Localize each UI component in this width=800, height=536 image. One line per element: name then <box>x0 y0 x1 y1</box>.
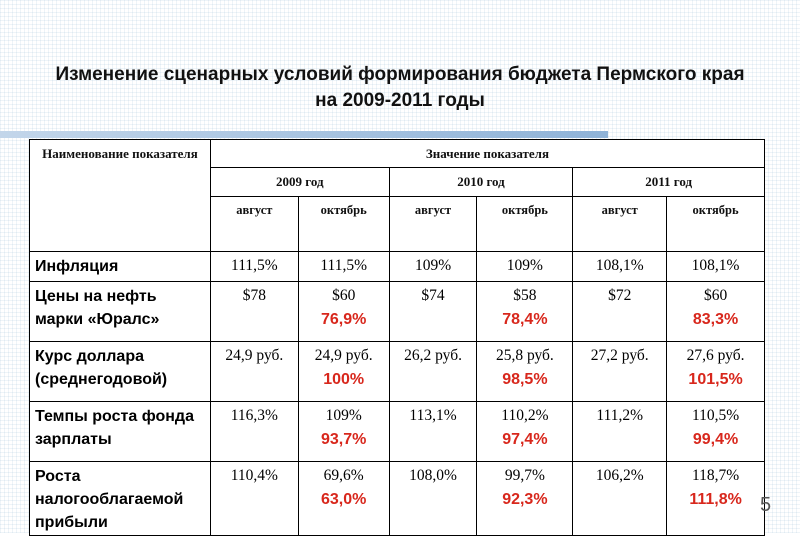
value-text: 109% <box>325 407 362 424</box>
value-text: 24,9 руб. <box>314 347 373 364</box>
value-cell: $78 <box>209 281 299 342</box>
value-cell: 109% 93,7% <box>297 401 390 462</box>
value-text: 113,1% <box>409 407 457 424</box>
table-row: Роста налогооблагаемой прибыли 110,4% 69… <box>29 461 765 536</box>
ratio-percent: 98,5% <box>502 371 548 388</box>
value-text: 27,6 руб. <box>686 347 745 364</box>
value-text: 26,2 руб. <box>404 347 462 364</box>
ratio-percent: 100% <box>323 371 365 388</box>
row-name: Темпы роста фонда зарплаты <box>29 401 211 462</box>
table-row: Курс доллара (среднегодовой) 24,9 руб. 2… <box>29 341 765 402</box>
value-cell: $72 <box>572 281 668 342</box>
value-text: 108,1% <box>595 257 644 274</box>
slide-number: 5 <box>760 494 772 516</box>
value-cell: 109% <box>476 251 574 282</box>
row-name: Инфляция <box>29 251 211 282</box>
value-text: 109% <box>414 257 452 274</box>
value-cell: 111,5% <box>297 251 390 282</box>
value-cell: 111,2% <box>572 401 668 462</box>
value-cell: 116,3% <box>209 401 299 462</box>
value-cell: 108,0% <box>388 461 478 536</box>
value-cell: 113,1% <box>388 401 478 462</box>
value-cell: 118,7% 111,8% <box>666 461 765 536</box>
table-row: Цены на нефть марки «Юралс» $78 $60 76,9%… <box>29 281 765 342</box>
value-text: $60 <box>332 287 356 304</box>
header-indicator-value: Значение показателя <box>209 139 766 168</box>
ratio-percent: 63,0% <box>321 491 367 508</box>
header-year-2010: 2010 год <box>388 167 574 197</box>
value-text: 106,2% <box>595 467 644 484</box>
slide-title: Изменение сценарных условий формирования… <box>55 64 745 111</box>
value-cell: $60 83,3% <box>666 281 765 342</box>
header-month: август <box>209 196 299 252</box>
value-cell: $74 <box>388 281 478 342</box>
value-cell: 27,6 руб. 101,5% <box>666 341 765 402</box>
value-text: 24,9 руб. <box>225 347 284 364</box>
ratio-percent: 83,3% <box>692 311 739 328</box>
value-cell: 110,4% <box>209 461 299 536</box>
header-year-2009: 2009 год <box>209 167 390 197</box>
value-text: 108,1% <box>691 257 740 274</box>
value-text: 108,0% <box>409 467 457 484</box>
value-text: 69,6% <box>323 467 364 484</box>
table-row: Инфляция 111,5% 111,5% 109% 109% 108,1% … <box>29 251 765 282</box>
header-month: октябрь <box>476 196 574 252</box>
value-cell: 69,6% 63,0% <box>297 461 390 536</box>
header-month: август <box>388 196 478 252</box>
value-text: 110,2% <box>501 407 549 424</box>
value-text: 27,2 руб. <box>590 347 649 364</box>
header-year-2011: 2011 год <box>572 167 765 197</box>
header-month: октябрь <box>297 196 390 252</box>
value-cell: 106,2% <box>572 461 668 536</box>
value-text: 116,3% <box>230 407 278 424</box>
value-text: $72 <box>608 287 632 304</box>
ratio-percent: 92,3% <box>502 491 548 508</box>
value-text: 25,8 руб. <box>495 347 554 364</box>
ratio-percent: 78,4% <box>502 311 548 328</box>
value-text: 110,5% <box>691 407 740 424</box>
value-cell: 109% <box>388 251 478 282</box>
ratio-percent: 93,7% <box>321 431 367 448</box>
value-cell: 99,7% 92,3% <box>476 461 574 536</box>
value-cell: 27,2 руб. <box>572 341 668 402</box>
value-text: $74 <box>421 287 445 304</box>
title-divider <box>0 131 608 138</box>
value-text: 118,7% <box>691 467 740 484</box>
ratio-percent: 99,4% <box>692 431 739 448</box>
value-text: 99,7% <box>504 467 545 484</box>
value-cell: 24,9 руб. <box>209 341 299 402</box>
value-text: 111,5% <box>231 257 278 274</box>
budget-scenario-table: Наименование показателя Значение показат… <box>29 139 766 536</box>
value-cell: $60 76,9% <box>297 281 390 342</box>
value-text: $60 <box>703 287 728 304</box>
value-cell: $58 78,4% <box>476 281 574 342</box>
value-text: 111,5% <box>320 257 367 274</box>
header-indicator-name: Наименование показателя <box>29 139 211 252</box>
row-name: Курс доллара (среднегодовой) <box>29 341 211 402</box>
value-text: $78 <box>242 287 266 304</box>
value-cell: 24,9 руб. 100% <box>297 341 390 402</box>
value-text: 109% <box>506 257 543 274</box>
value-cell: 26,2 руб. <box>388 341 478 402</box>
header-month: октябрь <box>666 196 765 252</box>
value-text: $58 <box>513 287 537 304</box>
ratio-percent: 97,4% <box>502 431 548 448</box>
ratio-percent: 101,5% <box>688 371 743 388</box>
value-text: 111,2% <box>596 407 644 424</box>
row-name: Цены на нефть марки «Юралс» <box>29 281 211 342</box>
value-cell: 110,5% 99,4% <box>666 401 765 462</box>
header-month: август <box>572 196 668 252</box>
row-name: Роста налогооблагаемой прибыли <box>29 461 211 536</box>
value-cell: 25,8 руб. 98,5% <box>476 341 574 402</box>
value-cell: 111,5% <box>209 251 299 282</box>
value-cell: 108,1% <box>666 251 765 282</box>
ratio-percent: 76,9% <box>321 311 367 328</box>
value-cell: 110,2% 97,4% <box>476 401 574 462</box>
table-row: Темпы роста фонда зарплаты 116,3% 109% 93… <box>29 401 765 462</box>
value-cell: 108,1% <box>572 251 668 282</box>
ratio-percent: 111,8% <box>689 491 742 508</box>
value-text: 110,4% <box>230 467 278 484</box>
